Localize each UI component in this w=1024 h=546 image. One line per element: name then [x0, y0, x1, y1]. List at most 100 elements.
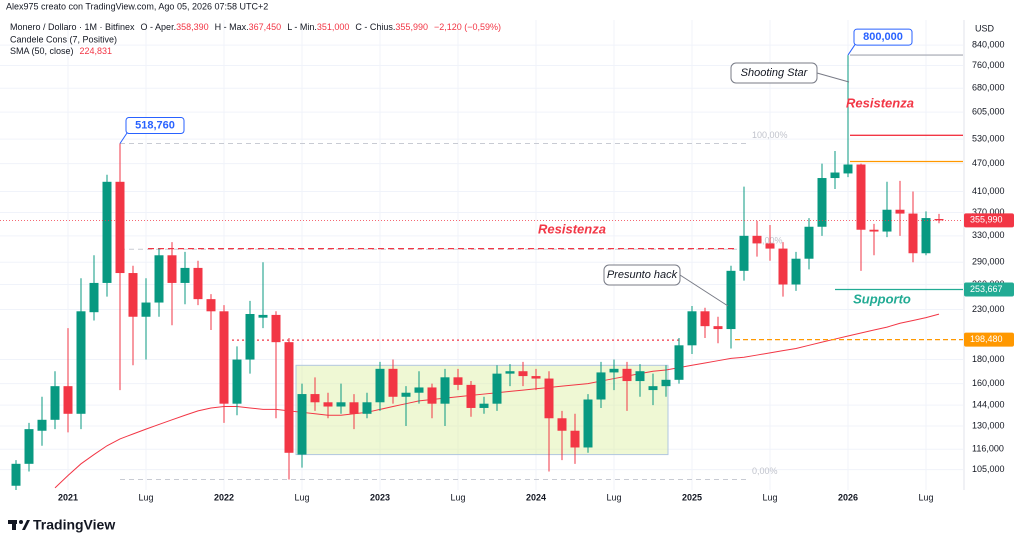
candle-body: [817, 178, 827, 227]
ohlc-label: H - Max.: [215, 22, 249, 32]
candle-body: [596, 372, 606, 400]
candle-body: [609, 368, 619, 373]
y-tick-label: 605,000: [972, 106, 1005, 116]
candle-body: [167, 255, 177, 283]
y-tick-label: 410,000: [972, 186, 1005, 196]
ohlc-value: 358,390: [176, 22, 209, 32]
candle-body: [622, 368, 632, 382]
annotation: Supporto: [853, 291, 911, 306]
price-label-box: [964, 332, 1014, 347]
candle-body: [882, 209, 892, 232]
candle-body: [50, 386, 60, 420]
candle-body: [557, 418, 567, 431]
candle-body: [37, 419, 47, 431]
candle-body: [271, 314, 281, 343]
candle-body: [362, 402, 372, 414]
change: −2,120 (−0,59%): [434, 22, 501, 32]
candle-body: [856, 164, 866, 230]
ohlc-label: C - Chius.: [355, 22, 395, 32]
sma-name: SMA (50, close): [10, 46, 74, 56]
candle-body: [323, 402, 333, 407]
candle-body: [336, 402, 346, 407]
y-tick-label: 105,000: [972, 464, 1005, 474]
y-tick-label: 230,000: [972, 304, 1005, 314]
y-tick-label: 330,000: [972, 230, 1005, 240]
candle-body: [11, 463, 21, 486]
logo-icon: [19, 520, 23, 524]
candle-body: [830, 172, 840, 179]
price-label-box: [964, 282, 1014, 297]
candle-body: [687, 311, 697, 346]
ohlc-value: 355,990: [395, 22, 428, 32]
ohlc-value: 351,000: [317, 22, 350, 32]
x-tick-label: 2024: [526, 492, 546, 502]
indicator-label: Candele Cons (7, Positive): [10, 34, 117, 44]
candle-body: [310, 394, 320, 403]
candle-body: [895, 209, 905, 214]
candle-body: [453, 377, 463, 385]
y-tick-label: 180,000: [972, 354, 1005, 364]
candle-body: [908, 213, 918, 254]
candle-body: [206, 299, 216, 312]
y-tick-label: 840,000: [972, 39, 1005, 49]
candle-body: [466, 384, 476, 408]
y-tick-label: 680,000: [972, 83, 1005, 93]
candle-body: [414, 387, 424, 393]
fib-label: 0,00%: [752, 466, 778, 476]
x-tick-label: 2026: [838, 492, 858, 502]
candle-body: [843, 164, 853, 174]
candle-body: [232, 359, 242, 404]
plot-area: 105,000 116,000 130,000 144,000 160,000 180,0…: [0, 20, 1014, 502]
candle-body: [349, 402, 359, 414]
x-tick-label: Lug: [606, 492, 621, 502]
y-tick-label: 290,000: [972, 257, 1005, 267]
annotation: Resistenza: [538, 221, 606, 236]
legend-ohlc: Monero / Dollaro · 1M · Bitfinex O - Aper…: [10, 22, 501, 32]
sma-legend: SMA (50, close) 224,831: [10, 46, 112, 56]
candle-body: [713, 326, 723, 330]
logo-text: TradingView: [33, 517, 115, 533]
ohlc-label: L - Min.: [287, 22, 317, 32]
annotation: Presunto hack: [607, 269, 678, 281]
callout-pointer: [847, 42, 857, 56]
y-tick-label: 160,000: [972, 378, 1005, 388]
logo: TradingView: [8, 517, 115, 533]
candle-body: [193, 267, 203, 300]
currency: USD: [975, 23, 995, 33]
candle-body: [921, 218, 931, 254]
annotation: Shooting Star: [741, 67, 809, 79]
x-tick-label: 2025: [682, 492, 702, 502]
candle-body: [258, 314, 268, 318]
candle-body: [531, 376, 541, 379]
callout-box: [853, 28, 913, 46]
candle-body: [518, 371, 528, 377]
y-tick-label: 144,000: [972, 399, 1005, 409]
logo-icon: [12, 520, 16, 530]
author: Alex975 creato con TradingView.com, Ago …: [6, 1, 268, 11]
candle-body: [284, 342, 294, 453]
candle-body: [479, 403, 489, 408]
x-tick-label: Lug: [762, 492, 777, 502]
candle-body: [934, 218, 944, 221]
price-label-box: [964, 213, 1014, 228]
candle-body: [154, 255, 164, 303]
annotation-pointer: [816, 72, 850, 83]
callout-box: [125, 116, 185, 134]
y-tick-label: 530,000: [972, 133, 1005, 143]
candle-body: [141, 302, 151, 317]
y-tick-label: 116,000: [972, 444, 1004, 454]
candle-body: [648, 386, 658, 391]
candle-body: [63, 386, 73, 414]
candle-body: [102, 181, 112, 283]
callout-pointer: [119, 131, 129, 144]
candle-body: [700, 311, 710, 327]
y-tick-label: 760,000: [972, 60, 1005, 70]
y-tick-label: 370,000: [972, 207, 1005, 217]
x-tick-label: Lug: [138, 492, 153, 502]
candle-body: [128, 273, 138, 317]
symbol: Monero / Dollaro · 1M · Bitfinex: [10, 22, 135, 32]
annotation: Resistenza: [846, 95, 914, 110]
candle-body: [544, 378, 554, 419]
ohlc-label: O - Aper.: [141, 22, 177, 32]
price-label: 355,990: [970, 215, 1003, 225]
